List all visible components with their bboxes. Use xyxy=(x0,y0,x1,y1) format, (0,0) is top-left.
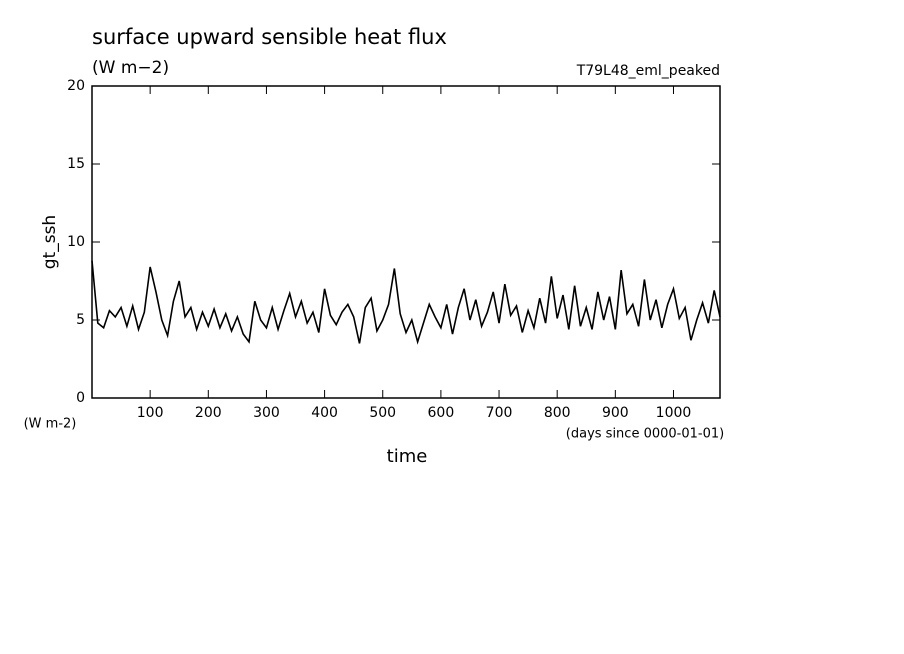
x-tick-label: 500 xyxy=(369,405,396,421)
x-tick-label: 300 xyxy=(253,405,280,421)
x-tick-label: 100 xyxy=(137,405,164,421)
x-tick-label: 400 xyxy=(311,405,338,421)
x-axis-label: time xyxy=(387,446,428,467)
y-tick-label: 15 xyxy=(67,156,85,172)
x-tick-label: 1000 xyxy=(656,405,692,421)
x-tick-label: 800 xyxy=(544,405,571,421)
x-tick-label: 200 xyxy=(195,405,222,421)
y-tick-label: 5 xyxy=(76,312,85,328)
data-line xyxy=(91,260,721,345)
y-tick-label: 20 xyxy=(67,78,85,94)
x-tick-label: 700 xyxy=(486,405,513,421)
y-units: (W m-2) xyxy=(24,417,77,432)
y-tick-label: 0 xyxy=(76,390,85,406)
x-units: (days since 0000-01-01) xyxy=(566,427,724,442)
plot-frame xyxy=(91,85,721,399)
annotation: T79L48_eml_peaked xyxy=(576,63,720,79)
chart-subtitle: (W m−2) xyxy=(92,58,169,78)
chart-title: surface upward sensible heat flux xyxy=(92,25,447,49)
y-axis-label: gt_ssh xyxy=(40,215,60,269)
x-tick-label: 900 xyxy=(602,405,629,421)
y-tick-label: 10 xyxy=(67,234,85,250)
x-tick-label: 600 xyxy=(428,405,455,421)
